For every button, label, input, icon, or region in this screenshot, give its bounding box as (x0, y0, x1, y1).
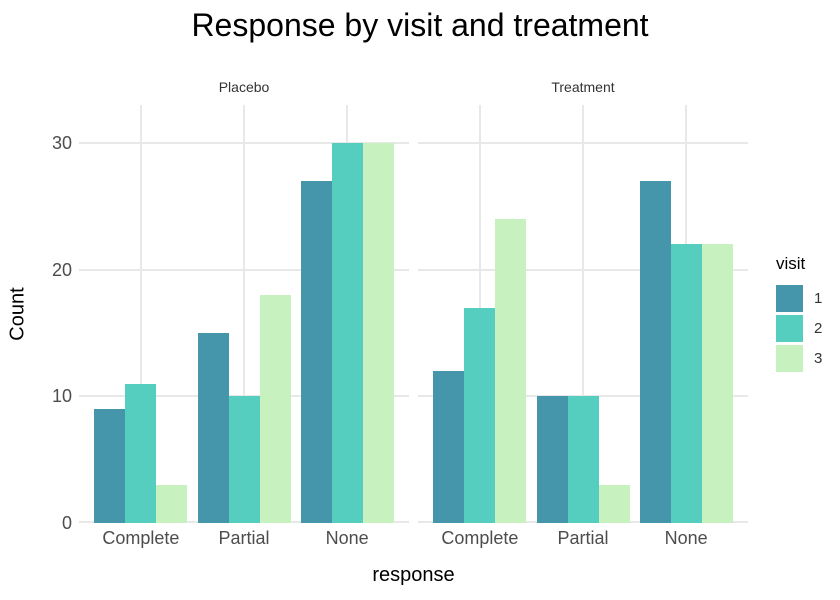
bar-placebo-complete-visit3 (156, 485, 188, 523)
bar-treatment-partial-visit3 (598, 485, 630, 523)
bar-treatment-partial-visit2 (567, 396, 599, 523)
y-axis-label: Count (6, 287, 29, 341)
gridline-vertical (243, 105, 245, 523)
bar-placebo-partial-visit1 (197, 333, 229, 523)
bar-placebo-none-visit3 (362, 143, 394, 523)
legend-item-visit1: 1 (776, 285, 822, 312)
legend-key-visit2 (776, 315, 803, 342)
bar-treatment-partial-visit1 (536, 396, 568, 523)
bar-treatment-complete-visit2 (464, 307, 496, 523)
bar-placebo-partial-visit2 (228, 396, 260, 523)
x-tick-label: Partial (218, 528, 270, 548)
y-axis-ticks: 0 10 20 30 (0, 0, 72, 600)
gridline-vertical (139, 105, 142, 523)
bar-treatment-complete-visit1 (433, 371, 465, 523)
legend-title: visit (776, 254, 806, 273)
x-axis-label: response (372, 564, 455, 586)
panel-treatment: Complete Partial None (418, 105, 748, 548)
bar-treatment-complete-visit3 (495, 219, 527, 523)
x-tick-label: Partial (557, 528, 609, 548)
y-tick-label: 10 (51, 386, 72, 407)
bar-placebo-none-visit1 (300, 181, 332, 523)
panel-placebo: Complete Partial None (79, 105, 409, 548)
facet-strip-placebo: Placebo (218, 79, 270, 95)
facet-strip-treatment: Treatment (551, 79, 615, 95)
bar-treatment-none-visit3 (701, 244, 733, 523)
legend-label-visit3: 3 (814, 350, 823, 367)
bar-placebo-complete-visit1 (94, 409, 126, 523)
legend-item-visit3: 3 (776, 345, 822, 372)
y-tick-label: 0 (61, 513, 72, 533)
legend-label-visit2: 2 (814, 320, 823, 337)
x-tick-label: Complete (441, 528, 519, 548)
bar-placebo-complete-visit2 (125, 383, 157, 523)
legend-key-visit1 (776, 285, 803, 312)
x-tick-label: None (325, 528, 369, 548)
legend-item-visit2: 2 (776, 315, 822, 342)
y-tick-label: 30 (51, 133, 72, 153)
gridline-vertical (582, 105, 584, 523)
bar-placebo-none-visit2 (331, 143, 363, 523)
bar-placebo-partial-visit3 (259, 295, 291, 523)
bar-treatment-none-visit2 (670, 244, 702, 523)
x-tick-label: Complete (102, 528, 180, 548)
bar-treatment-none-visit1 (639, 181, 671, 523)
legend-key-visit3 (776, 345, 803, 372)
x-tick-label: None (664, 528, 708, 548)
legend-label-visit1: 1 (814, 290, 823, 307)
legend-items: 1 2 3 (776, 285, 822, 372)
y-tick-label: 20 (51, 259, 72, 280)
legend: visit 1 2 3 (776, 254, 822, 375)
chart-title: Response by visit and treatment (191, 7, 649, 43)
